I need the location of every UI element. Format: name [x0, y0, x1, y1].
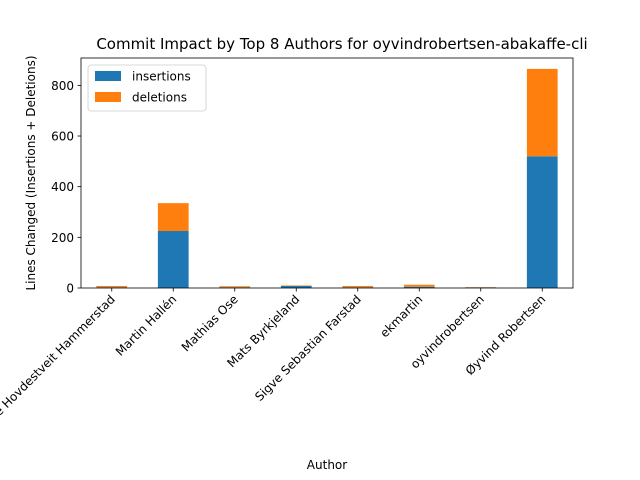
bar-deletions-7: [526, 68, 558, 157]
bar-insertions-3: [280, 285, 312, 288]
bar-deletions-5: [403, 284, 435, 287]
bar-deletions-0: [96, 285, 128, 288]
legend-swatch-insertions: [95, 71, 121, 81]
legend: insertions deletions: [87, 64, 207, 112]
bar-insertions-5: [403, 286, 435, 288]
x-tick-label: Ådne Hovdestveit Hammerstad: [0, 292, 118, 436]
x-tick-label: Martin Hallén: [113, 292, 180, 359]
x-tick-label: Mathias Ose: [179, 292, 241, 354]
bar-deletions-1: [157, 203, 189, 231]
legend-label-deletions: deletions: [132, 91, 187, 105]
legend-swatch-deletions: [95, 92, 121, 102]
y-tick-label: 0: [66, 282, 74, 296]
x-axis-label: Author: [307, 458, 347, 472]
bar-deletions-2: [219, 286, 251, 288]
chart-title: Commit Impact by Top 8 Authors for oyvin…: [96, 35, 587, 53]
bar-insertions-1: [157, 231, 189, 288]
bar-deletions-3: [280, 285, 312, 286]
x-tick-label: Sigve Sebastian Farstad: [252, 292, 364, 404]
plot-frame: [80, 57, 574, 289]
y-tick-label: 800: [51, 79, 74, 93]
plot-area: 0 200 400 600 800 Ådne Hovdestveit Hammerstad…: [0, 57, 574, 436]
x-tick-label: ekmartin: [377, 292, 425, 340]
y-tick-label: 400: [51, 180, 74, 194]
bar-insertions-7: [526, 156, 558, 288]
bar-deletions-4: [342, 285, 374, 288]
y-tick-label: 200: [51, 231, 74, 245]
y-tick-label: 600: [51, 130, 74, 144]
y-axis-label: Lines Changed (Insertions + Deletions): [24, 55, 38, 290]
legend-label-insertions: insertions: [132, 70, 191, 84]
